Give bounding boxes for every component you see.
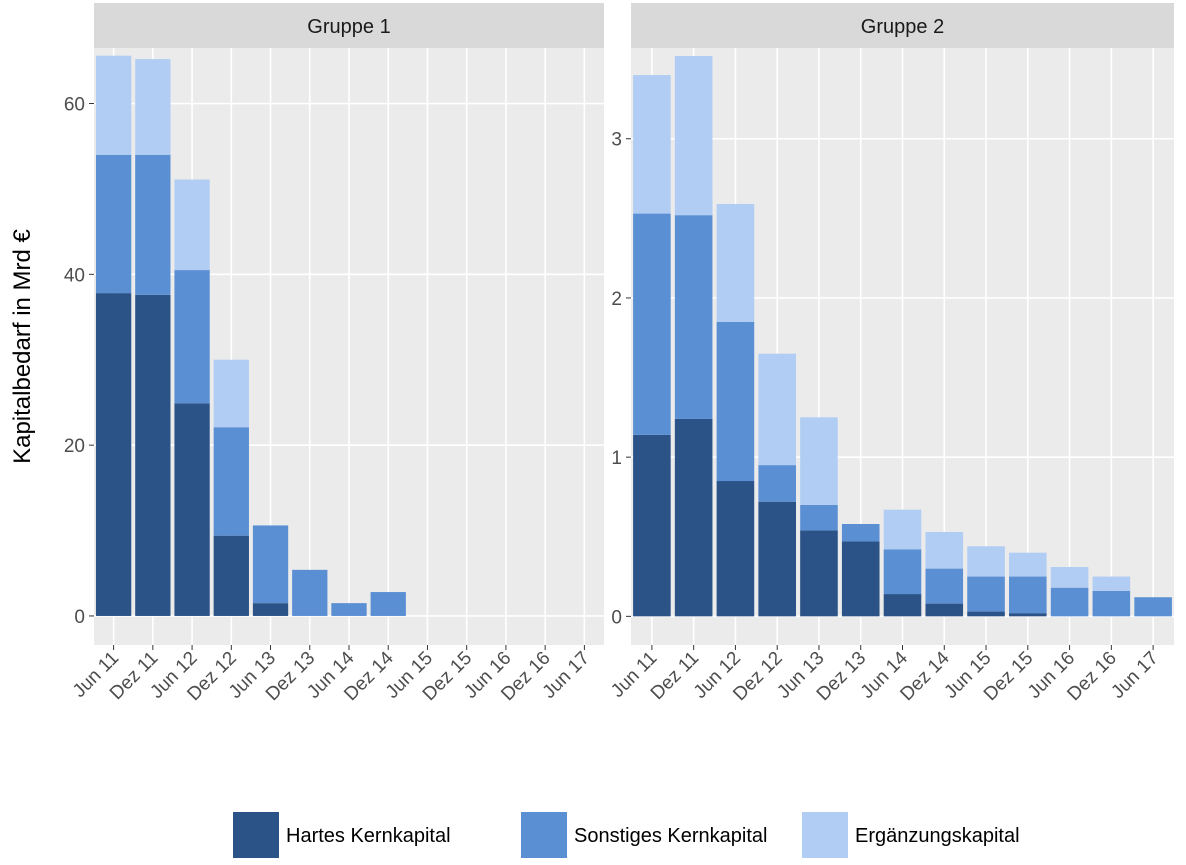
bar	[967, 576, 1005, 612]
bar	[674, 55, 713, 216]
bar	[633, 434, 671, 617]
bar	[883, 549, 922, 595]
bar	[967, 611, 1005, 617]
bar	[1050, 587, 1089, 617]
y-axis-title: Kapitalbedarf in Mrd €	[9, 228, 36, 463]
bar	[135, 59, 171, 155]
y-tick-label: 3	[611, 130, 622, 151]
bar	[716, 204, 755, 322]
bar	[674, 215, 713, 419]
bar	[883, 509, 922, 550]
bar	[674, 418, 713, 617]
y-tick-label: 2	[611, 289, 622, 310]
bar	[1050, 566, 1089, 588]
panel-title: Gruppe 1	[307, 16, 390, 38]
bar	[95, 154, 132, 294]
bar	[252, 525, 289, 604]
bar	[967, 546, 1005, 577]
bar	[800, 530, 838, 617]
bar	[95, 55, 132, 155]
bar	[925, 568, 964, 604]
bar	[95, 293, 132, 616]
y-tick-label: 1	[611, 448, 622, 469]
bar	[135, 154, 171, 295]
bar	[758, 353, 796, 466]
y-tick-label: 60	[64, 95, 85, 116]
bar	[633, 213, 671, 435]
bar	[370, 592, 406, 616]
bar	[213, 359, 249, 428]
bar	[135, 294, 171, 616]
bar	[1009, 613, 1047, 617]
y-tick-label: 0	[74, 607, 85, 628]
bar	[331, 603, 367, 616]
strip	[631, 3, 1174, 48]
bar	[1092, 590, 1131, 617]
bar	[758, 465, 796, 502]
legend-label: Hartes Kernkapital	[286, 825, 451, 847]
bar	[716, 321, 755, 482]
strip	[94, 3, 604, 48]
legend-swatch	[802, 812, 848, 858]
bar	[174, 403, 210, 616]
bar	[213, 535, 249, 616]
bar	[716, 481, 755, 617]
y-tick-label: 20	[64, 436, 85, 457]
legend-label: Sonstiges Kernkapital	[574, 825, 767, 847]
panel-title: Gruppe 2	[861, 16, 944, 38]
bar	[213, 427, 249, 536]
legend-swatch	[521, 812, 567, 858]
bar	[841, 541, 880, 617]
legend-label: Ergänzungskapital	[855, 825, 1020, 847]
bar	[1092, 576, 1131, 591]
x-tick-label: Dez 11	[647, 648, 703, 704]
bar	[252, 603, 289, 616]
bar	[633, 75, 671, 214]
y-tick-label: 0	[611, 607, 622, 628]
bar	[174, 179, 210, 271]
bar	[292, 569, 328, 616]
bar	[925, 603, 964, 617]
bar	[1134, 597, 1172, 617]
bar	[800, 504, 838, 531]
bar	[174, 270, 210, 404]
bar	[841, 524, 880, 542]
x-tick-label: Jun 17	[1107, 648, 1162, 703]
y-tick-label: 40	[64, 265, 85, 286]
bar	[800, 417, 838, 505]
bar	[758, 501, 796, 617]
legend-swatch	[233, 812, 279, 858]
bar	[883, 594, 922, 617]
bar	[925, 531, 964, 569]
bar	[1009, 552, 1047, 577]
bar	[1009, 576, 1047, 614]
